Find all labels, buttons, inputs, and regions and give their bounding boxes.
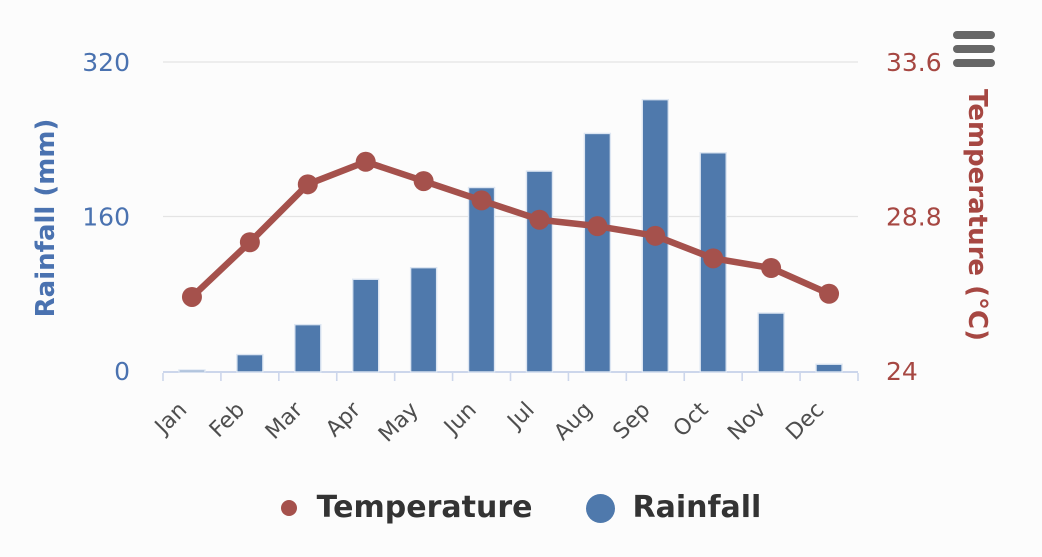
x-axis-label-nov: Nov xyxy=(723,398,771,446)
hamburger-menu-icon xyxy=(953,59,995,67)
bar-jul[interactable] xyxy=(525,170,554,373)
point-mar[interactable] xyxy=(297,174,318,195)
bar-apr[interactable] xyxy=(352,278,380,373)
point-apr[interactable] xyxy=(355,151,376,172)
legend-item-rainfall[interactable]: Rainfall xyxy=(586,493,761,523)
x-axis-label-dec: Dec xyxy=(781,398,829,446)
x-axis-label-jan: Jan xyxy=(149,398,192,441)
point-aug[interactable] xyxy=(587,216,608,237)
bar-feb[interactable] xyxy=(236,353,264,373)
legend: Temperature Rainfall xyxy=(0,493,1042,538)
legend-item-temperature[interactable]: Temperature xyxy=(280,490,533,525)
point-jun[interactable] xyxy=(471,190,492,211)
bar-nov[interactable] xyxy=(757,312,785,373)
bar-mar[interactable] xyxy=(294,323,322,373)
right-axis-tick-label: 33.6 xyxy=(886,48,942,77)
point-oct[interactable] xyxy=(703,248,724,269)
bar-jun[interactable] xyxy=(467,186,496,373)
point-may[interactable] xyxy=(413,171,434,192)
point-feb[interactable] xyxy=(239,232,260,253)
x-axis-label-may: May xyxy=(374,398,424,448)
rainfall-series-marker-icon xyxy=(586,493,616,523)
right-axis-tick-label: 24 xyxy=(886,357,918,386)
point-dec[interactable] xyxy=(819,283,840,304)
legend-label-rainfall: Rainfall xyxy=(632,490,762,525)
left-axis-tick-label: 320 xyxy=(82,48,130,77)
left-axis-tick-label: 0 xyxy=(114,357,130,386)
x-axis-label-jun: Jun xyxy=(438,398,481,441)
legend-label-temperature: Temperature xyxy=(316,490,533,525)
hamburger-menu-icon xyxy=(953,31,995,39)
point-jan[interactable] xyxy=(181,286,202,307)
x-axis-label-sep: Sep xyxy=(609,398,656,445)
left-axis-tick-label: 160 xyxy=(82,203,130,232)
x-axis-label-mar: Mar xyxy=(261,397,309,445)
x-axis-label-apr: Apr xyxy=(321,397,366,442)
bar-jan[interactable] xyxy=(178,369,206,373)
point-nov[interactable] xyxy=(761,258,782,278)
bar-dec[interactable] xyxy=(815,363,843,373)
chart-context-menu-button[interactable] xyxy=(949,29,999,69)
x-axis-label-aug: Aug xyxy=(550,398,598,446)
x-axis-label-feb: Feb xyxy=(205,398,250,443)
bar-aug[interactable] xyxy=(583,132,612,373)
x-axis-label-jul: Jul xyxy=(502,398,540,436)
left-axis-title: Rainfall (mm) xyxy=(31,118,61,318)
point-jul[interactable] xyxy=(529,209,550,230)
right-axis-tick-label: 28.8 xyxy=(886,203,942,232)
hamburger-menu-icon xyxy=(953,45,995,53)
temperature-series-marker-icon xyxy=(280,500,297,516)
point-sep[interactable] xyxy=(645,225,666,246)
temperature-line xyxy=(188,158,833,301)
bar-may[interactable] xyxy=(409,266,438,373)
x-axis-label-oct: Oct xyxy=(669,397,714,442)
right-axis-title: Temperature (°C) xyxy=(962,89,992,341)
